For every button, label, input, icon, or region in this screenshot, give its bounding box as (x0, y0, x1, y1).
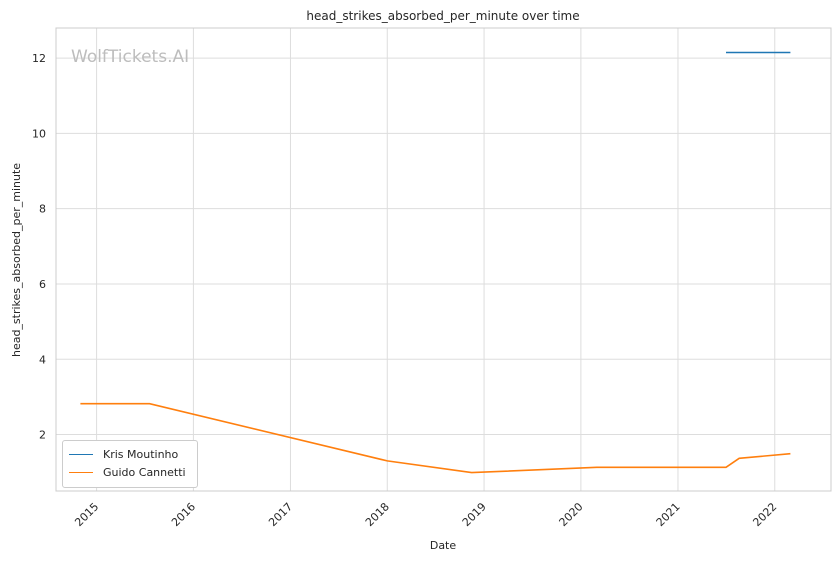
y-axis-label: head_strikes_absorbed_per_minute (10, 163, 23, 357)
legend-swatch-kris-moutinho (69, 453, 93, 455)
series-lines (80, 51, 791, 474)
y-tick-label: 12 (32, 52, 46, 65)
watermark: WolfTickets.AI (71, 47, 190, 67)
x-tick-label: 2016 (169, 500, 198, 529)
legend-label-guido-cannetti: Guido Cannetti (103, 465, 186, 479)
y-tick-label: 2 (39, 429, 46, 442)
legend-item-kris-moutinho: Kris Moutinho (69, 446, 178, 462)
y-tick-label: 4 (39, 353, 46, 366)
legend: Kris Moutinho Guido Cannetti (62, 440, 198, 488)
chart-title: head_strikes_absorbed_per_minute over ti… (306, 9, 579, 23)
legend-item-guido-cannetti: Guido Cannetti (69, 464, 186, 480)
x-tick-label: 2017 (266, 500, 295, 529)
x-tick-label: 2019 (460, 500, 489, 529)
x-tick-label: 2022 (750, 500, 779, 529)
grid (56, 28, 831, 491)
legend-swatch-guido-cannetti (69, 471, 93, 473)
legend-label-kris-moutinho: Kris Moutinho (103, 447, 179, 461)
y-axis-ticks: 2 4 6 8 10 12 (32, 52, 46, 441)
series-line-guido-cannetti (80, 402, 791, 474)
x-tick-label: 2018 (363, 500, 392, 529)
y-tick-label: 8 (39, 203, 46, 216)
x-axis-label: Date (430, 539, 457, 552)
y-tick-label: 10 (32, 127, 46, 140)
y-tick-label: 6 (39, 278, 46, 291)
x-tick-label: 2020 (557, 500, 586, 529)
x-axis-ticks: 2015 2016 2017 2018 2019 2020 2021 2022 (72, 500, 779, 529)
x-tick-label: 2015 (72, 500, 101, 529)
plot-frame (55, 27, 832, 492)
x-tick-label: 2021 (654, 500, 683, 529)
